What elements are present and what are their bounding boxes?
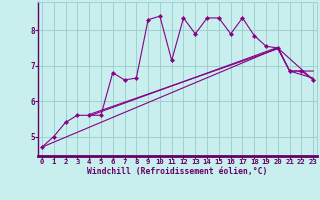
X-axis label: Windchill (Refroidissement éolien,°C): Windchill (Refroidissement éolien,°C)	[87, 167, 268, 176]
